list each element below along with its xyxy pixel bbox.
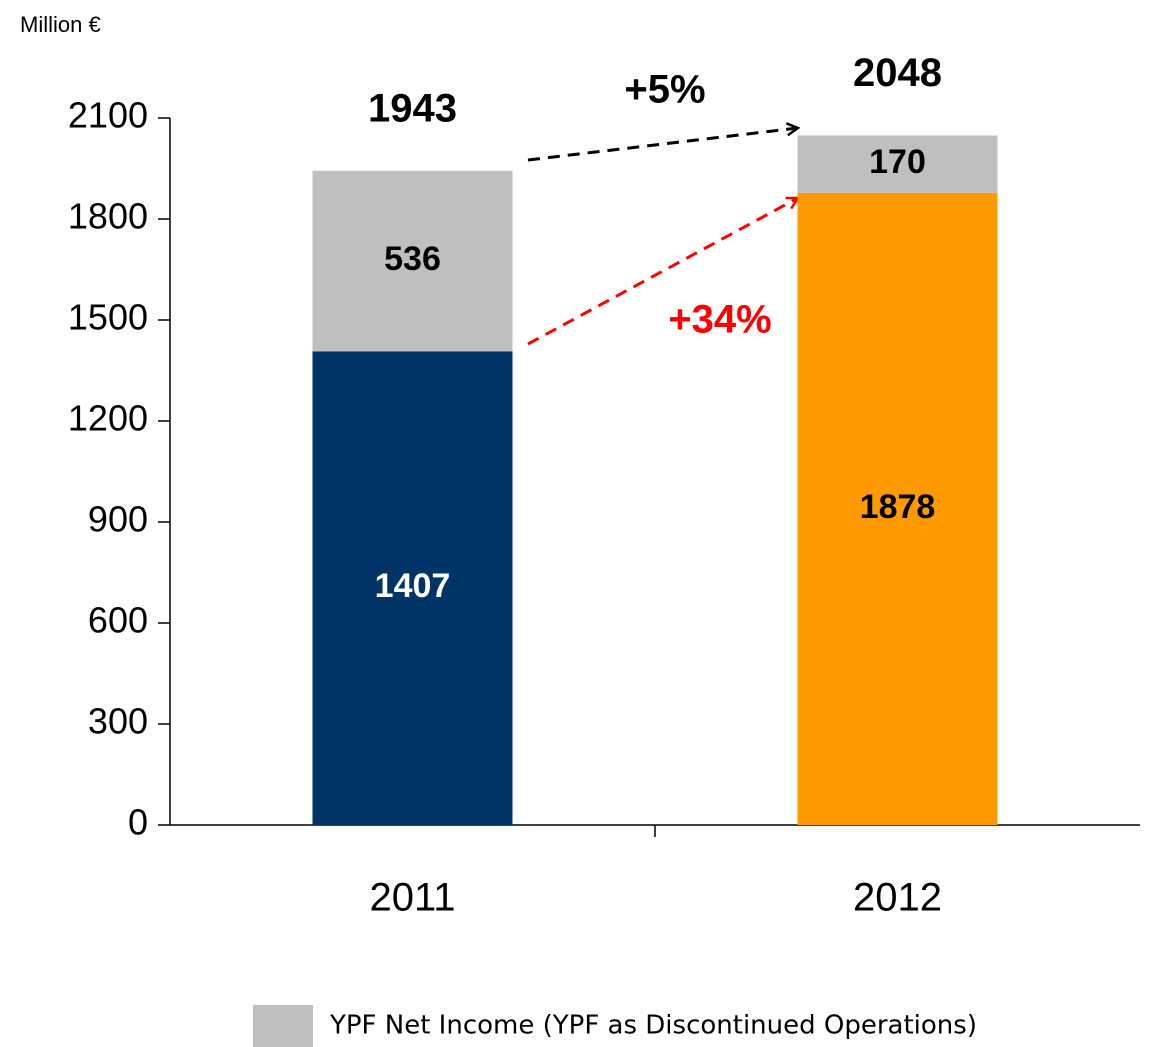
legend-label: YPF Net Income (YPF as Discontinued Oper… (329, 1011, 977, 1041)
y-tick-label: 1800 (68, 196, 148, 237)
data-label: 536 (384, 240, 441, 278)
bar-segment (312, 170, 513, 352)
y-tick-label: 600 (88, 600, 148, 641)
x-tick-label: 2011 (369, 876, 455, 920)
y-tick-label: 900 (88, 499, 148, 540)
y-tick-label: 1500 (68, 297, 148, 338)
bar-segment (797, 192, 998, 826)
data-label: 1407 (375, 567, 451, 605)
y-tick-label: 0 (128, 802, 148, 843)
bar-segment (312, 351, 513, 825)
data-label: 1878 (860, 488, 936, 526)
annotation: +5% (624, 68, 705, 112)
legend-swatch (253, 1005, 313, 1047)
y-tick-label: 1200 (68, 398, 148, 439)
total-label: 2048 (853, 51, 942, 95)
x-tick-label: 2012 (853, 876, 942, 920)
y-tick-label: 2100 (68, 95, 148, 136)
bar-segment (797, 135, 998, 193)
annotation: +34% (668, 298, 771, 342)
arrow (527, 128, 798, 162)
total-label: 1943 (368, 86, 457, 130)
data-label: 170 (869, 143, 926, 181)
y-tick-label: 300 (88, 701, 148, 742)
arrow (527, 196, 798, 346)
y-axis-label: Million € (20, 12, 101, 37)
